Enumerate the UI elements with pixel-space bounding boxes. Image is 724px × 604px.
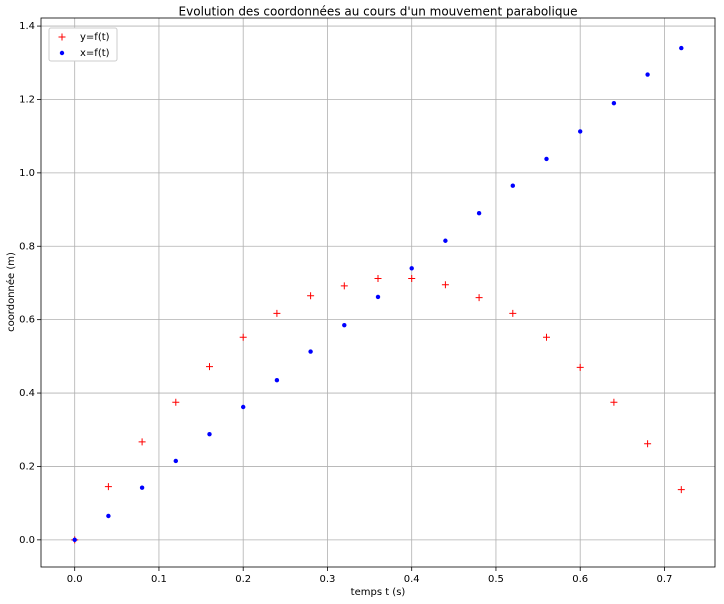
y-tick-label: 1.4 — [19, 21, 35, 32]
marker-plus — [239, 333, 247, 341]
x-tick-label: 0.0 — [67, 574, 83, 585]
marker-dot — [443, 238, 448, 243]
marker-plus — [138, 438, 146, 446]
plot-frame — [40, 17, 716, 568]
marker-dot — [611, 100, 617, 106]
marker-plus — [644, 440, 652, 448]
marker-plus — [677, 486, 685, 494]
x-tick-label: 0.7 — [656, 574, 672, 585]
marker-stroke — [239, 333, 247, 341]
marker-stroke — [677, 486, 685, 494]
y-tick-label: 0.2 — [19, 461, 35, 472]
marker-dot — [679, 45, 684, 51]
marker-dot — [139, 485, 145, 490]
legend-label: y=f(t) — [80, 32, 110, 43]
marker-dot — [578, 129, 583, 134]
marker-plus — [543, 333, 550, 341]
x-axis-label: temps t (s) — [351, 587, 406, 598]
marker-plus — [58, 33, 66, 41]
x-tick-label: 0.2 — [235, 574, 251, 585]
marker-dot — [409, 266, 414, 271]
marker-plus — [374, 275, 382, 283]
marker-dot — [106, 513, 111, 519]
marker-dot — [510, 183, 515, 188]
marker-dot — [173, 458, 178, 464]
y-tick-label: 0.0 — [19, 535, 35, 546]
marker-dot — [544, 156, 549, 162]
marker-dot — [241, 404, 246, 410]
marker-dot — [207, 431, 212, 437]
marker-stroke — [408, 275, 416, 283]
marker-stroke — [340, 282, 348, 290]
chart-title: Evolution des coordonnées au cours d'un … — [179, 5, 578, 19]
marker-dot — [375, 294, 381, 300]
y-tick-label: 1.2 — [19, 94, 35, 105]
marker-stroke — [307, 292, 315, 300]
marker-plus — [273, 309, 281, 317]
marker-plus — [576, 363, 584, 371]
marker-stroke — [206, 363, 213, 371]
marker-plus — [408, 275, 416, 283]
y-tick-label: 0.8 — [19, 241, 35, 252]
marker-plus — [104, 483, 112, 491]
marker-plus — [475, 294, 483, 302]
marker-plus — [509, 309, 517, 317]
x-tick-label: 0.1 — [151, 574, 167, 585]
marker-dot — [59, 50, 65, 56]
marker-plus — [340, 282, 348, 290]
marker-stroke — [138, 438, 146, 446]
marker-dot — [476, 211, 482, 216]
y-tick-label: 0.4 — [19, 388, 35, 399]
marker-dot — [645, 72, 650, 77]
legend-label: x=f(t) — [80, 48, 110, 59]
marker-plus — [172, 398, 180, 406]
marker-stroke — [543, 333, 550, 341]
marker-plus — [610, 398, 618, 406]
marker-stroke — [509, 309, 517, 317]
marker-stroke — [58, 33, 66, 41]
marker-plus — [206, 363, 213, 371]
y-tick-label: 1.0 — [19, 168, 35, 179]
marker-dot — [342, 322, 347, 328]
marker-stroke — [104, 483, 112, 491]
y-axis-label: coordonnée (m) — [5, 252, 17, 332]
x-tick-label: 0.6 — [572, 574, 588, 585]
marker-stroke — [475, 294, 483, 302]
marker-dot — [308, 349, 313, 354]
x-tick-label: 0.5 — [488, 574, 504, 585]
marker-stroke — [273, 309, 281, 317]
marker-plus — [441, 281, 449, 289]
marker-dot — [72, 537, 77, 543]
x-tick-label: 0.3 — [319, 574, 335, 585]
x-tick-label: 0.4 — [404, 574, 420, 585]
marker-stroke — [610, 398, 618, 406]
marker-plus — [307, 292, 315, 300]
marker-stroke — [441, 281, 449, 289]
marker-stroke — [576, 363, 584, 371]
y-tick-label: 0.6 — [19, 315, 35, 326]
marker-dot — [274, 378, 280, 383]
marker-stroke — [374, 275, 382, 283]
marker-stroke — [172, 398, 180, 406]
legend-box — [48, 27, 118, 62]
marker-stroke — [644, 440, 652, 448]
